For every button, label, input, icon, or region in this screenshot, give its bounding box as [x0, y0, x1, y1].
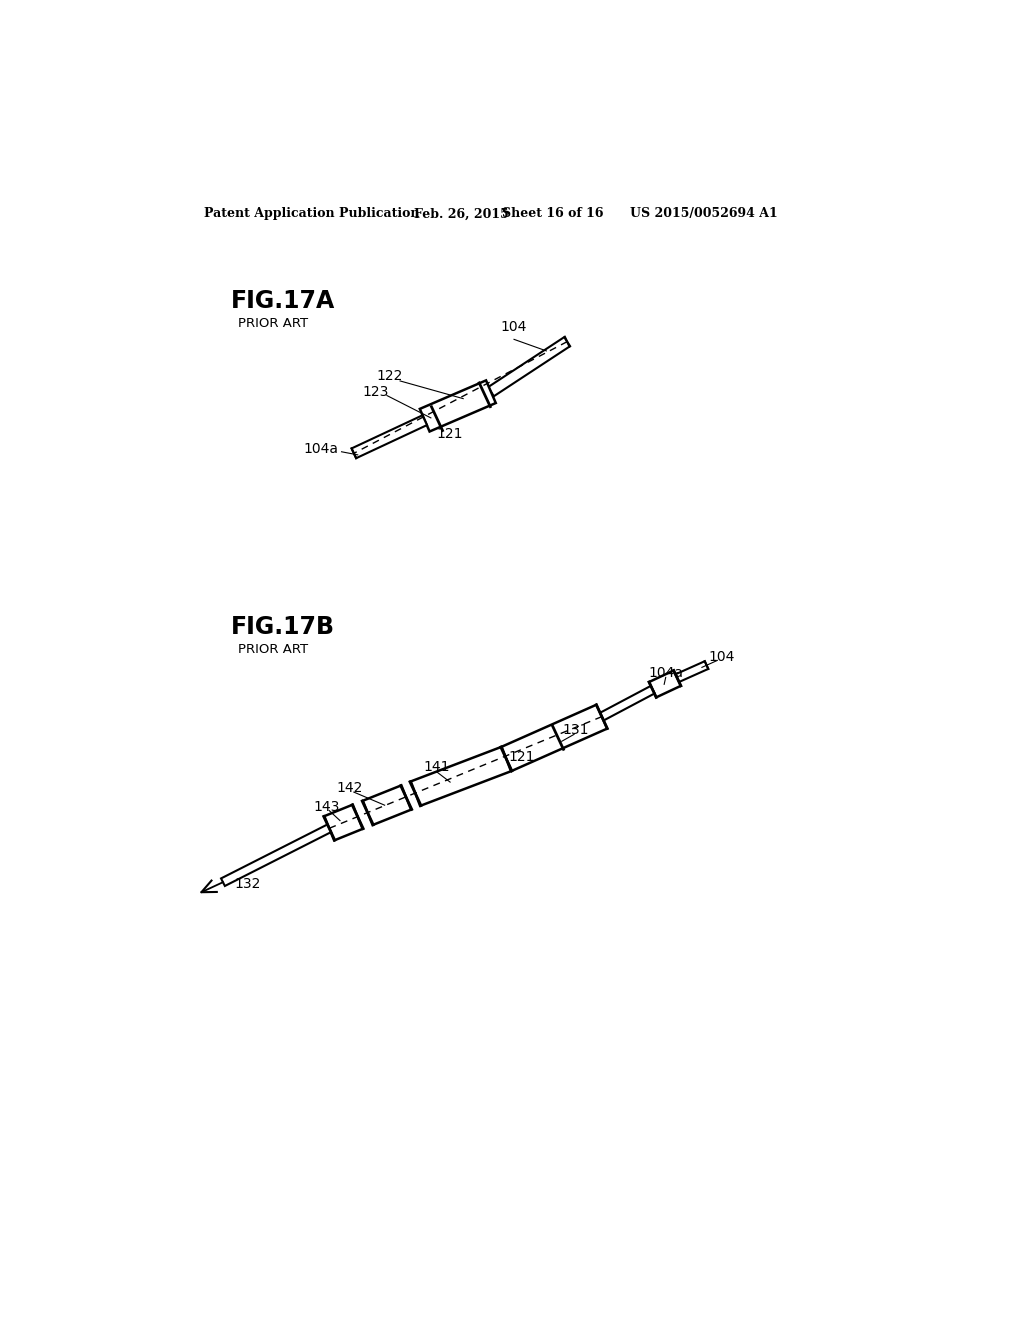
Polygon shape: [649, 671, 681, 697]
Text: PRIOR ART: PRIOR ART: [239, 317, 308, 330]
Text: 143: 143: [313, 800, 340, 813]
Polygon shape: [362, 785, 411, 825]
Text: Patent Application Publication: Patent Application Publication: [204, 207, 419, 220]
Text: US 2015/0052694 A1: US 2015/0052694 A1: [630, 207, 777, 220]
Text: 141: 141: [424, 760, 451, 774]
Text: 121: 121: [509, 750, 535, 764]
Polygon shape: [501, 705, 607, 771]
Text: 104a: 104a: [648, 665, 683, 680]
Text: FIG.17A: FIG.17A: [230, 289, 335, 313]
Polygon shape: [221, 825, 331, 886]
Polygon shape: [420, 380, 496, 432]
Text: FIG.17B: FIG.17B: [230, 615, 335, 639]
Text: PRIOR ART: PRIOR ART: [239, 643, 308, 656]
Text: Feb. 26, 2015: Feb. 26, 2015: [414, 207, 509, 220]
Polygon shape: [676, 661, 709, 682]
Polygon shape: [325, 805, 362, 841]
Text: 131: 131: [562, 723, 589, 737]
Text: 122: 122: [376, 368, 402, 383]
Polygon shape: [411, 747, 511, 807]
Text: 123: 123: [362, 384, 388, 399]
Text: 104: 104: [501, 319, 527, 334]
Text: Sheet 16 of 16: Sheet 16 of 16: [503, 207, 604, 220]
Polygon shape: [488, 337, 570, 396]
Text: 104: 104: [709, 649, 735, 664]
Polygon shape: [600, 686, 654, 721]
Text: 142: 142: [337, 781, 364, 795]
Text: 104a: 104a: [303, 442, 339, 457]
Text: 121: 121: [437, 428, 463, 441]
Text: 132: 132: [234, 876, 261, 891]
Polygon shape: [351, 416, 427, 458]
